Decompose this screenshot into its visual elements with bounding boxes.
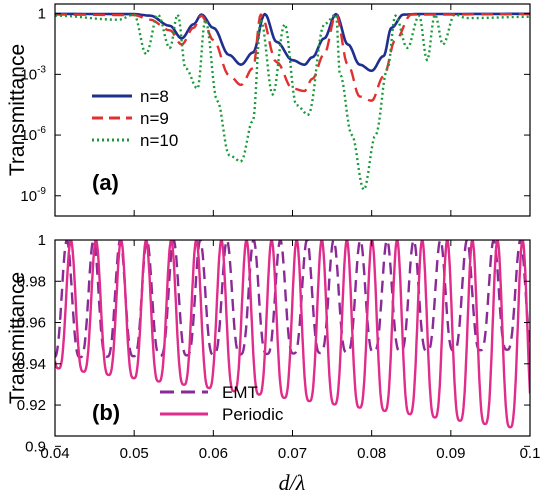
panel-b-label: (b) [92, 400, 120, 425]
series-line-n10 [55, 13, 530, 191]
panel-b: 1 0.98 0.96 0.94 0.92 0.9 Transmittance (b) E… [6, 232, 531, 455]
legend-label-n8: n=8 [140, 87, 169, 106]
panel-b-y-tick-label: 0.94 [17, 356, 46, 373]
legend-label-emt: EMT [222, 383, 258, 402]
panel-a-y-axis-title: Transmittance [6, 44, 29, 176]
panel-b-y-tick-label: 1 [38, 232, 46, 249]
panel-a-label: (a) [92, 170, 119, 195]
panel-a-y-tick-label: 1 [38, 6, 46, 23]
panel-a-y-tick-label: 10-3 [20, 64, 46, 83]
x-tick-label: 0.1 [520, 445, 541, 462]
x-tick-labels: 0.04 0.05 0.06 0.07 0.08 0.09 0.1 [40, 445, 540, 462]
legend-label-n9: n=9 [140, 109, 169, 128]
panel-b-plot-area [55, 240, 530, 429]
panel-a-plot-area [55, 12, 530, 191]
panel-b-y-tick-labels: 1 0.98 0.96 0.94 0.92 0.9 [17, 232, 46, 455]
x-tick-label: 0.08 [357, 445, 386, 462]
panel-a-ticks [54, 4, 531, 216]
panel-a-y-tick-label: 10-6 [20, 125, 46, 144]
legend-label-periodic: Periodic [222, 405, 284, 424]
series-line-emt [55, 240, 530, 359]
series-line-n9 [55, 12, 530, 102]
panel-b-y-axis-title: Transmittance [6, 272, 29, 404]
series-line-periodic [55, 240, 530, 429]
series-line-n8 [55, 12, 530, 73]
panel-a-frame [54, 3, 531, 217]
x-tick-label: 0.06 [199, 445, 228, 462]
x-axis-title: d/λ [279, 470, 306, 495]
x-tick-label: 0.09 [436, 445, 465, 462]
x-tick-label: 0.07 [278, 445, 307, 462]
x-tick-label: 0.04 [40, 445, 69, 462]
panel-b-ticks [54, 239, 531, 447]
panel-b-y-tick-label: 0.98 [17, 273, 46, 290]
panel-a-y-tick-label: 10-9 [20, 186, 46, 205]
panel-a-y-tick-labels: 1 10-3 10-6 10-9 [20, 6, 46, 205]
panel-a-legend: n=8 n=9 n=10 [92, 87, 178, 150]
x-tick-label: 0.05 [120, 445, 149, 462]
panel-b-y-tick-label: 0.92 [17, 397, 46, 414]
panel-b-y-tick-label: 0.9 [25, 438, 46, 455]
panel-b-y-tick-label: 0.96 [17, 315, 46, 332]
panel-a: 1 10-3 10-6 10-9 Transmittance (a) n=8 n=9 … [6, 3, 531, 217]
panel-b-legend: EMT Periodic [160, 383, 284, 424]
legend-label-n10: n=10 [140, 131, 178, 150]
